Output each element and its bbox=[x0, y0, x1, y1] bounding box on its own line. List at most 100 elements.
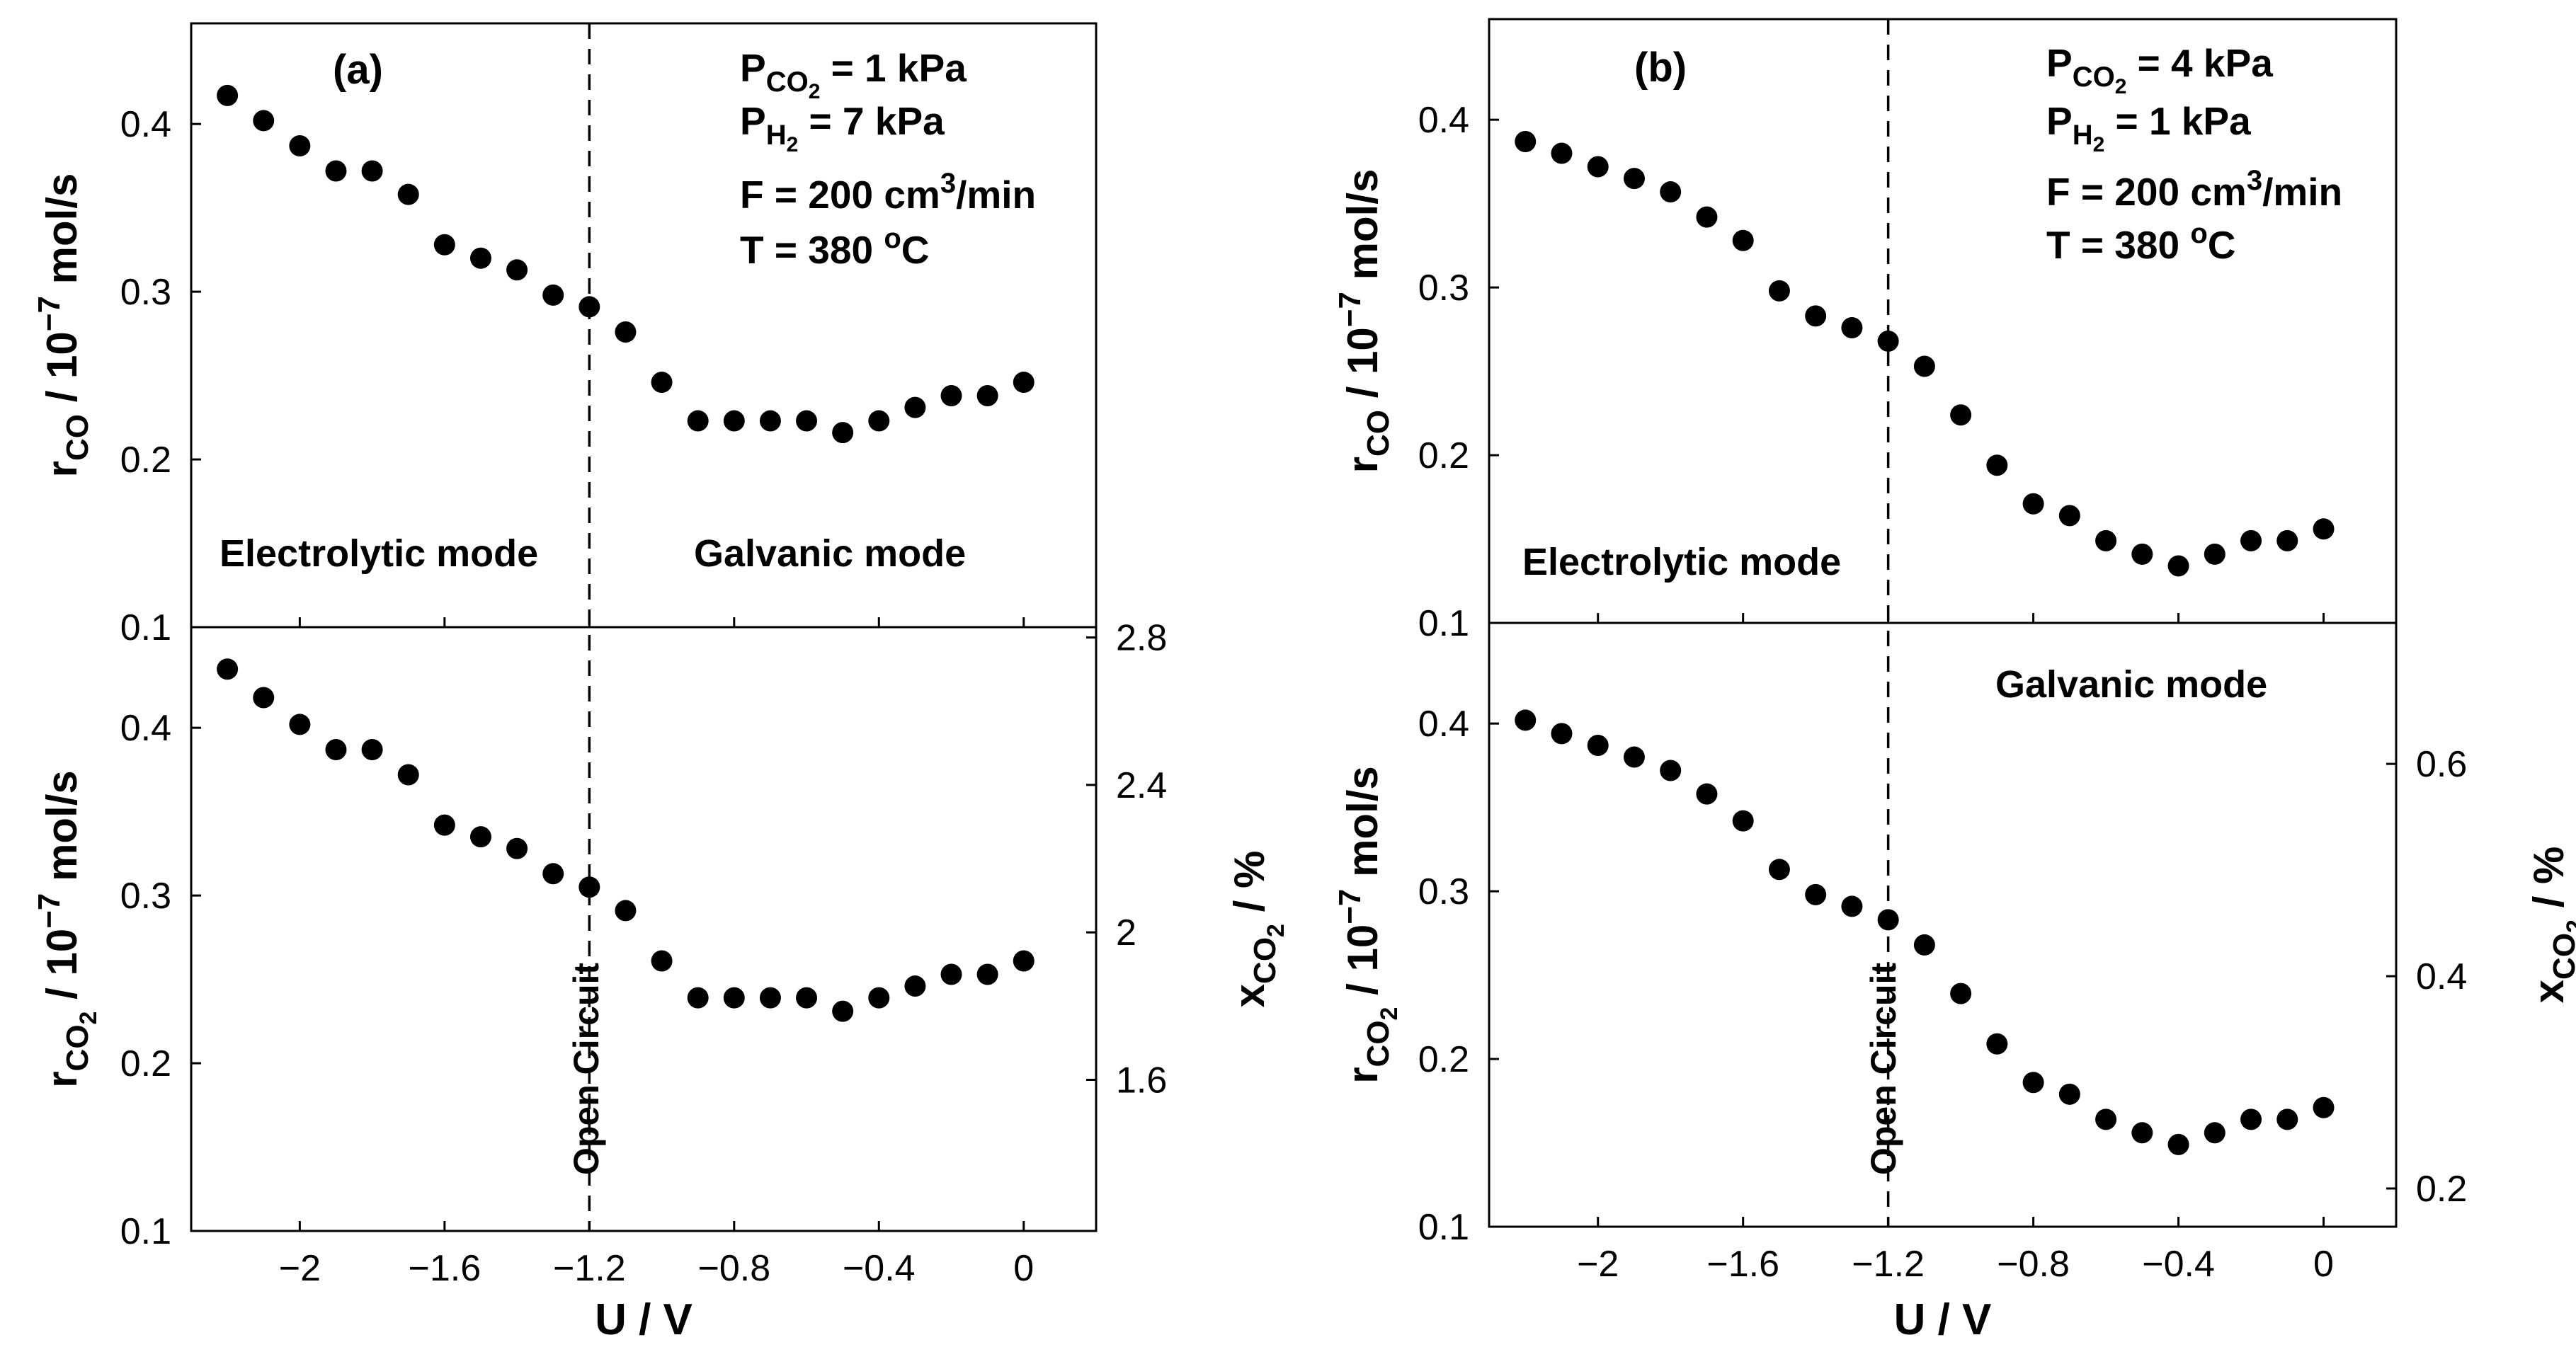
y2label-main: x bbox=[2525, 980, 2572, 1003]
x-axis-label-a: U / V bbox=[595, 1295, 693, 1344]
data-point-a-top bbox=[253, 110, 275, 132]
data-point-b-top bbox=[1587, 156, 1609, 178]
ylabel-superscript: −7 bbox=[1333, 292, 1367, 327]
mode-label-electrolytic-a: Electrolytic mode bbox=[220, 532, 538, 575]
condition-line-b: T = 380 oC bbox=[2046, 218, 2236, 267]
data-point-a-bottom bbox=[542, 863, 564, 885]
ylabel-rest: / 10 bbox=[38, 331, 86, 414]
y2-tick-label-a: 2.8 bbox=[1116, 618, 1167, 659]
data-point-a-bottom bbox=[651, 950, 673, 972]
data-point-a-bottom bbox=[759, 987, 781, 1009]
data-point-b-top bbox=[2276, 529, 2298, 551]
data-point-a-top bbox=[433, 234, 455, 256]
condition-superscript: o bbox=[884, 223, 901, 254]
ylabel-tail: mol/s bbox=[38, 770, 86, 893]
condition-subscript: H bbox=[766, 120, 787, 151]
y-tick-label-b-bottom: 0.4 bbox=[1418, 704, 1469, 745]
data-point-b-bottom bbox=[2240, 1108, 2262, 1130]
y-tick-label-b-bottom: 0.1 bbox=[1418, 1207, 1469, 1248]
ylabel-subscript: CO bbox=[1361, 1020, 1396, 1067]
data-point-b-bottom bbox=[1950, 983, 1972, 1004]
y2label-subscript: CO bbox=[2547, 933, 2576, 980]
condition-symbol: P bbox=[740, 46, 766, 90]
data-point-a-top bbox=[904, 396, 926, 418]
condition-value: /min bbox=[956, 173, 1036, 217]
data-point-b-bottom bbox=[1841, 895, 1863, 917]
x-axis-label-b: U / V bbox=[1894, 1295, 1992, 1344]
data-point-a-bottom bbox=[976, 963, 998, 985]
y2label-main: x bbox=[1226, 984, 1273, 1007]
condition-line-b: PH2 = 1 kPa bbox=[2046, 99, 2251, 156]
condition-symbol: P bbox=[740, 99, 766, 143]
condition-subsubscript: 2 bbox=[809, 80, 821, 103]
condition-line-a: PH2 = 7 kPa bbox=[740, 99, 945, 156]
mode-label-galvanic-a: Galvanic mode bbox=[694, 532, 966, 575]
data-point-b-top bbox=[2058, 505, 2080, 527]
data-point-b-top bbox=[1950, 404, 1972, 426]
y-tick-label-a-top: 0.1 bbox=[120, 607, 171, 648]
data-point-a-bottom bbox=[325, 738, 347, 760]
data-point-a-bottom bbox=[253, 687, 275, 709]
condition-subscript: H bbox=[2073, 120, 2093, 151]
ylabel-superscript: −7 bbox=[1333, 889, 1367, 924]
y-tick-label-a-top: 0.2 bbox=[120, 440, 171, 481]
data-point-a-top bbox=[469, 247, 491, 269]
data-point-b-bottom bbox=[2131, 1122, 2153, 1144]
data-point-b-bottom bbox=[2167, 1133, 2189, 1155]
y2-tick-label-a: 2.4 bbox=[1116, 765, 1167, 806]
data-point-b-bottom bbox=[1623, 746, 1645, 768]
x-tick-label-b: −0.8 bbox=[1997, 1244, 2070, 1285]
data-point-b-top bbox=[1768, 280, 1790, 302]
condition-value: = 1 kPa bbox=[820, 46, 967, 90]
data-point-b-bottom bbox=[2022, 1072, 2044, 1094]
data-point-b-bottom bbox=[2058, 1083, 2080, 1105]
y-axis-label-b-bottom: rCO2 / 10−7 mol/s bbox=[1333, 766, 1403, 1084]
ylabel-tail: mol/s bbox=[1339, 169, 1386, 292]
data-point-a-top bbox=[832, 422, 854, 444]
data-point-b-top bbox=[1877, 330, 1899, 352]
data-point-a-bottom bbox=[217, 658, 239, 680]
data-point-b-top bbox=[1732, 229, 1754, 251]
y-tick-label-b-top: 0.2 bbox=[1418, 435, 1469, 476]
y2label-rest: / % bbox=[2525, 847, 2572, 920]
y2label-subscript: CO bbox=[1248, 937, 1282, 984]
data-point-b-bottom bbox=[1732, 810, 1754, 832]
data-point-a-bottom bbox=[397, 764, 419, 786]
mode-label-electrolytic-b: Electrolytic mode bbox=[1522, 541, 1841, 583]
condition-value: = 4 kPa bbox=[2126, 41, 2273, 85]
condition-symbol: T = 380 bbox=[2046, 223, 2190, 267]
y2-tick-label-b: 0.6 bbox=[2416, 744, 2467, 785]
data-point-b-top bbox=[2313, 518, 2335, 540]
data-point-a-bottom bbox=[723, 987, 745, 1009]
condition-symbol: F = 200 cm bbox=[2046, 170, 2247, 214]
data-point-a-bottom bbox=[469, 826, 491, 848]
data-point-a-bottom bbox=[1013, 950, 1035, 972]
y-tick-label-a-bottom: 0.2 bbox=[120, 1043, 171, 1084]
data-point-a-bottom bbox=[361, 738, 383, 760]
condition-symbol: P bbox=[2046, 41, 2073, 85]
data-point-b-top bbox=[1841, 316, 1863, 338]
data-point-b-top bbox=[2167, 555, 2189, 577]
condition-line-a: F = 200 cm3/min bbox=[740, 168, 1036, 217]
condition-symbol: F = 200 cm bbox=[740, 173, 940, 217]
mode-label-galvanic-b: Galvanic mode bbox=[1995, 663, 2267, 706]
y2-axis-label-a: xCO2 / % bbox=[1226, 851, 1289, 1008]
data-point-b-bottom bbox=[1768, 859, 1790, 881]
data-point-a-top bbox=[868, 410, 890, 432]
y-tick-label-a-bottom: 0.3 bbox=[120, 876, 171, 917]
x-tick-label-a: −1.2 bbox=[553, 1248, 626, 1289]
data-point-b-top bbox=[1696, 206, 1718, 228]
x-tick-label-b: −0.4 bbox=[2142, 1244, 2215, 1285]
data-point-a-bottom bbox=[904, 975, 926, 997]
data-point-b-top bbox=[1913, 355, 1935, 377]
y-tick-label-a-bottom: 0.1 bbox=[120, 1211, 171, 1252]
data-point-a-top bbox=[940, 385, 962, 407]
data-point-a-bottom bbox=[506, 837, 528, 859]
panel-label-a: (a) bbox=[333, 47, 383, 93]
data-point-a-bottom bbox=[832, 1000, 854, 1022]
ylabel-tail: mol/s bbox=[38, 173, 86, 296]
data-point-a-top bbox=[397, 183, 419, 205]
condition-value: C bbox=[2208, 223, 2236, 267]
data-point-a-bottom bbox=[796, 987, 818, 1009]
y-axis-label-a-top: rCO / 10−7 mol/s bbox=[32, 173, 95, 478]
